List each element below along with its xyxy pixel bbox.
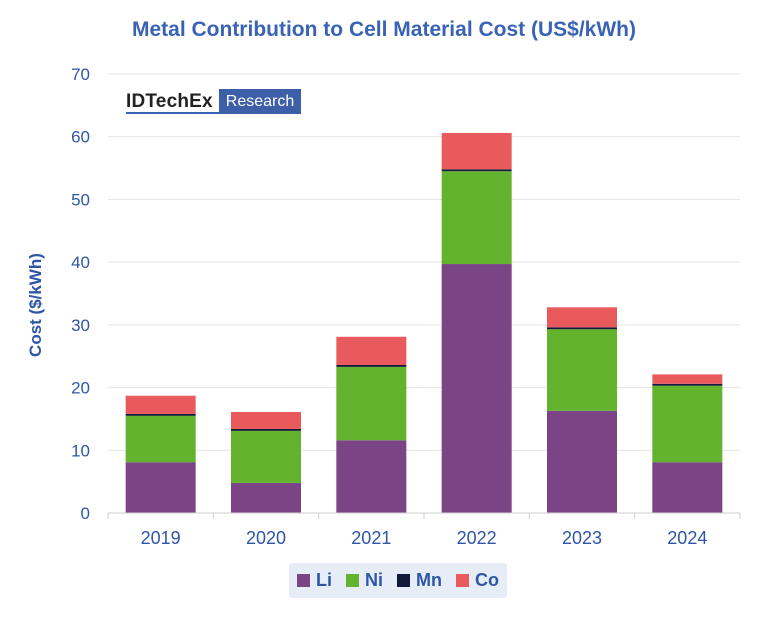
legend-label: Co — [475, 570, 499, 590]
x-tick-label: 2019 — [141, 528, 181, 548]
bar-co-2020 — [231, 412, 301, 429]
legend-swatch — [297, 574, 310, 587]
bar-co-2023 — [547, 307, 617, 328]
legend-label: Ni — [365, 570, 383, 590]
bar-co-2024 — [652, 374, 723, 384]
y-tick-label: 60 — [71, 128, 90, 147]
legend-swatch — [456, 574, 469, 587]
bar-mn-2022 — [441, 169, 512, 172]
x-tick-label: 2022 — [457, 528, 497, 548]
bar-mn-2024 — [652, 383, 723, 386]
legend: Li Ni Mn Co — [289, 563, 507, 598]
bar-mn-2023 — [547, 327, 617, 330]
grid-layer — [108, 73, 740, 451]
legend-item-co: Co — [456, 570, 499, 591]
bar-mn-2019 — [125, 413, 196, 416]
idtechex-logo: IDTechEx Research — [126, 89, 302, 114]
y-tick-label: 0 — [81, 504, 90, 523]
y-tick-label: 50 — [71, 190, 90, 209]
x-tick-label: 2020 — [246, 528, 286, 548]
bar-ni-2024 — [652, 385, 723, 463]
legend-swatch — [397, 574, 410, 587]
bar-ni-2023 — [547, 329, 617, 411]
y-axis-label: Cost ($/kWh) — [26, 253, 45, 357]
x-tick-label: 2023 — [562, 528, 602, 548]
bar-li-2020 — [231, 482, 301, 513]
bar-ni-2021 — [336, 366, 407, 441]
chart-title: Metal Contribution to Cell Material Cost… — [131, 18, 636, 41]
bar-li-2021 — [336, 440, 407, 513]
bar-li-2022 — [441, 264, 512, 513]
logo-brand: IDTechEx — [126, 89, 219, 114]
bar-li-2019 — [125, 462, 196, 513]
bar-li-2024 — [652, 462, 723, 513]
axis-layer: 0 10 20 30 40 50 60 70 2019 2020 2021 2022 2023 2024 — [71, 65, 741, 548]
logo-sub: Research — [218, 89, 302, 114]
y-tick-label: 10 — [71, 441, 90, 460]
legend-label: Mn — [416, 570, 442, 590]
bar-mn-2021 — [336, 364, 407, 367]
legend-item-mn: Mn — [397, 570, 442, 591]
bar-co-2019 — [125, 395, 196, 414]
bar-ni-2022 — [441, 171, 512, 265]
y-tick-label: 20 — [71, 379, 90, 398]
legend-item-ni: Ni — [346, 570, 383, 591]
bar-layer — [125, 132, 723, 513]
x-tick-label: 2021 — [351, 528, 391, 548]
bar-co-2022 — [441, 132, 512, 170]
y-tick-label: 40 — [71, 253, 90, 272]
bar-mn-2020 — [231, 428, 301, 431]
bar-li-2023 — [547, 410, 617, 513]
legend-item-li: Li — [297, 570, 332, 591]
bar-co-2021 — [336, 336, 407, 365]
x-tick-label: 2024 — [667, 528, 707, 548]
bar-ni-2020 — [231, 430, 301, 483]
legend-label: Li — [316, 570, 332, 590]
y-tick-label: 30 — [71, 316, 90, 335]
bar-ni-2019 — [125, 415, 196, 463]
legend-swatch — [346, 574, 359, 587]
y-tick-label: 70 — [71, 65, 90, 84]
